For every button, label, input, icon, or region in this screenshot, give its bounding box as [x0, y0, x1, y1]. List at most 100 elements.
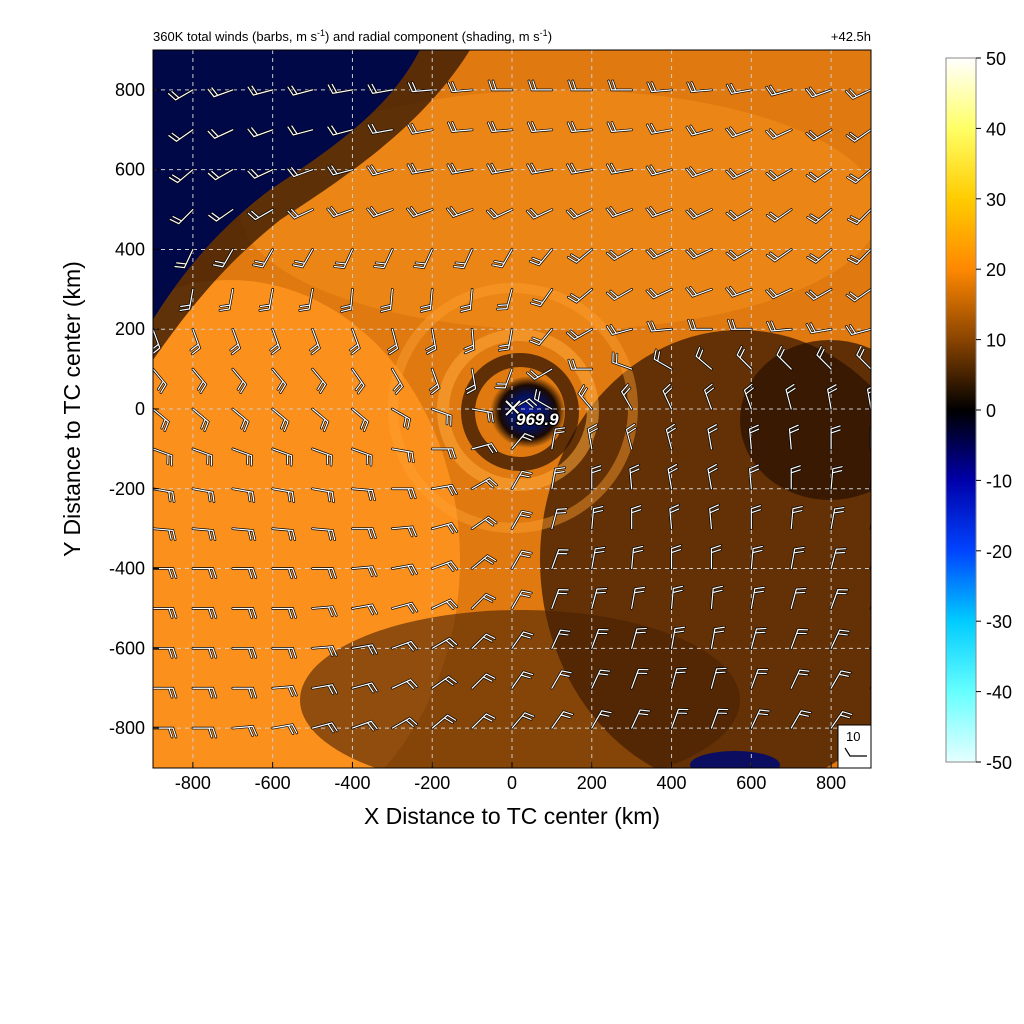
wind-barb: [407, 163, 433, 174]
wind-barb: [413, 248, 433, 269]
wind-barb: [606, 206, 633, 218]
wind-barb: [153, 208, 154, 211]
colorbar-tick-label: 30: [986, 190, 1006, 210]
wind-barb: [669, 504, 680, 530]
wind-barb: [830, 548, 847, 570]
wind-barb: [192, 607, 217, 619]
wind-barb: [453, 248, 473, 269]
wind-barb: [431, 637, 458, 649]
wind-barb: [748, 424, 760, 450]
wind-barb: [465, 368, 477, 394]
wind-barb: [447, 163, 473, 174]
wind-barb-shadow: [153, 208, 155, 212]
wind-barb: [406, 206, 433, 218]
wind-barb: [766, 169, 792, 181]
wind-barb: [232, 607, 257, 619]
wind-barb: [495, 368, 513, 389]
y-tick-label: -400: [109, 559, 145, 579]
wind-barb: [429, 368, 440, 395]
y-tick-label: 800: [115, 80, 145, 100]
wind-barb: [486, 208, 513, 219]
x-tick-label: 200: [577, 773, 607, 793]
wind-barb: [219, 288, 234, 312]
wind-barb: [259, 288, 274, 312]
colorbar-tick-label: 50: [986, 49, 1006, 69]
wind-barb: [511, 631, 534, 649]
wind-barb: [631, 627, 647, 649]
wind-barb: [407, 123, 433, 134]
wind-barb: [612, 352, 633, 370]
wind-barb: [788, 424, 800, 450]
wind-barb: [247, 208, 274, 221]
wind-barb: [631, 709, 651, 729]
wind-barb: [208, 208, 234, 222]
title-superscript: -1: [540, 28, 548, 38]
barb-reference-frame: [837, 724, 872, 769]
wind-barb: [471, 408, 494, 423]
wind-barb: [340, 288, 354, 313]
wind-barb: [551, 670, 572, 689]
wind-barb: [174, 248, 194, 269]
wind-barb: [587, 424, 598, 450]
wind-barb: [167, 89, 194, 101]
barb-reference-label: 10: [846, 729, 860, 744]
wind-barb: [870, 606, 871, 610]
wind-barb: [192, 408, 209, 432]
wind-barb: [765, 288, 792, 299]
wind-barb: [351, 368, 365, 394]
wind-barb: [790, 546, 805, 570]
wind-barb: [750, 668, 769, 689]
wind-barb: [743, 383, 754, 410]
wind-barb: [247, 85, 274, 96]
wind-barb: [551, 629, 571, 649]
wind-barb: [620, 383, 633, 410]
wind-barb: [311, 722, 338, 733]
wind-barb: [153, 129, 154, 131]
wind-barb: [830, 466, 843, 490]
wind-barb: [327, 125, 354, 136]
wind-barb: [391, 526, 417, 537]
wind-barb: [790, 587, 807, 610]
title-segment: 360K total winds (barbs, m s: [153, 29, 318, 44]
x-tick-label: -400: [334, 773, 370, 793]
wind-barb: [426, 328, 437, 355]
wind-barb: [807, 208, 832, 224]
colorbar-tick-label: -50: [986, 753, 1012, 773]
wind-barb-shadow: [869, 604, 871, 610]
x-axis-label: X Distance to TC center (km): [364, 803, 660, 829]
wind-barbs: [153, 79, 871, 739]
wind-barb: [391, 488, 416, 499]
wind-barb: [551, 549, 569, 570]
wind-barb: [647, 81, 673, 93]
wind-barb: [511, 470, 532, 490]
y-tick-label: -200: [109, 479, 145, 499]
wind-barb: [471, 633, 496, 649]
wind-barb-shadow: [869, 521, 871, 530]
wind-barb: [153, 368, 167, 394]
wind-barb: [686, 125, 713, 136]
wind-barb: [272, 528, 296, 541]
wind-barb-shadow: [869, 473, 871, 491]
barb-reference-icon: [844, 747, 867, 757]
wind-barb: [431, 484, 458, 495]
shading-east-dark: [740, 340, 871, 500]
wind-barb: [391, 448, 415, 463]
wind-barb: [207, 169, 234, 181]
wind-barb: [653, 349, 673, 370]
wind-barb: [272, 488, 295, 503]
wind-barb: [870, 646, 871, 649]
wind-barb: [670, 626, 686, 649]
wind-barb: [168, 169, 194, 184]
wind-barb: [311, 408, 329, 432]
wind-barb: [687, 81, 713, 93]
wind-barb: [750, 709, 770, 729]
wind-barb: [351, 408, 369, 432]
wind-barb: [647, 321, 673, 332]
x-axis-ticks: -800 -600 -400 -200 0 200 400 600 800: [175, 762, 846, 793]
wind-barb: [710, 544, 722, 570]
x-tick-label: -200: [414, 773, 450, 793]
wind-barb: [311, 606, 337, 617]
wind-barb: [247, 168, 274, 179]
wind-barb: [232, 408, 249, 432]
wind-barb: [380, 288, 393, 313]
